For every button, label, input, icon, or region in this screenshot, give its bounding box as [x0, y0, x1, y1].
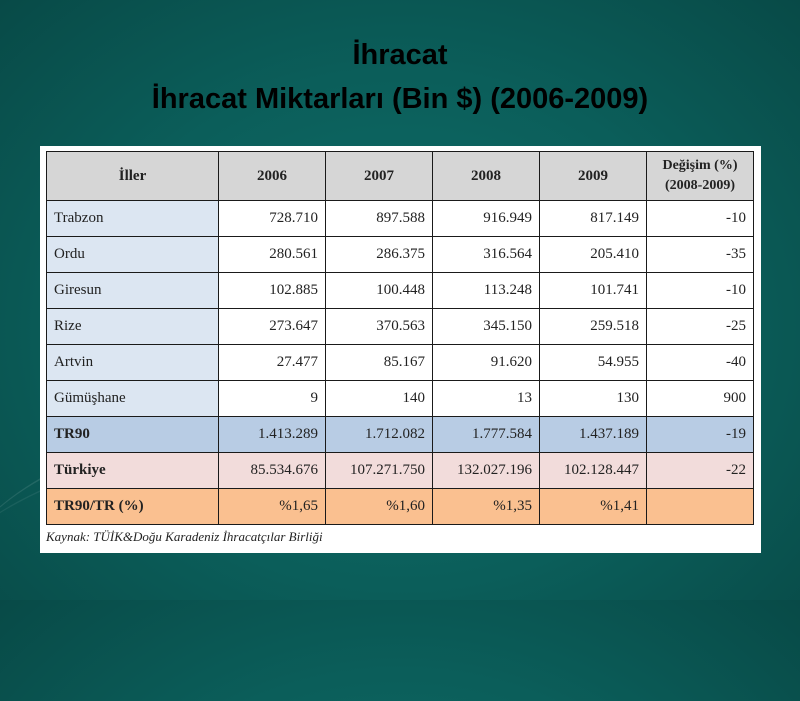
value-2009: 54.955	[539, 344, 647, 381]
region-name: TR90	[46, 416, 219, 453]
value-2009: %1,41	[539, 488, 647, 525]
header-2007: 2007	[325, 151, 433, 201]
value-2008: 316.564	[432, 236, 540, 273]
value-change: 900	[646, 380, 754, 417]
value-change: -10	[646, 272, 754, 309]
value-2006: 85.534.676	[218, 452, 326, 489]
value-change: -22	[646, 452, 754, 489]
province-name: Ordu	[46, 236, 219, 273]
value-2007: 1.712.082	[325, 416, 433, 453]
value-change: -40	[646, 344, 754, 381]
header-change: Değişim (%) (2008-2009)	[646, 151, 754, 201]
province-name: Artvin	[46, 344, 219, 381]
value-change: -19	[646, 416, 754, 453]
value-2006: 728.710	[218, 200, 326, 237]
value-2009: 817.149	[539, 200, 647, 237]
value-2006: 1.413.289	[218, 416, 326, 453]
table-row: Ordu 280.561 286.375 316.564 205.410 -35	[46, 236, 754, 273]
value-2008: 1.777.584	[432, 416, 540, 453]
table-row: Trabzon 728.710 897.588 916.949 817.149 …	[46, 200, 754, 237]
source-note: Kaynak: TÜİK&Doğu Karadeniz İhracatçılar…	[46, 529, 323, 544]
ratio-label: TR90/TR (%)	[46, 488, 219, 525]
header-2006: 2006	[218, 151, 326, 201]
value-2006: 27.477	[218, 344, 326, 381]
value-2008: 132.027.196	[432, 452, 540, 489]
header-change-line2: (2008-2009)	[665, 178, 735, 193]
value-2006: 9	[218, 380, 326, 417]
value-change: -35	[646, 236, 754, 273]
value-2009: 1.437.189	[539, 416, 647, 453]
province-name: Giresun	[46, 272, 219, 309]
slide-title: İhracat	[352, 39, 448, 71]
value-change	[646, 488, 754, 525]
value-2007: 85.167	[325, 344, 433, 381]
value-change: -10	[646, 200, 754, 237]
table-row-ratio: TR90/TR (%) %1,65 %1,60 %1,35 %1,41	[46, 488, 754, 525]
table-row: Artvin 27.477 85.167 91.620 54.955 -40	[46, 344, 754, 381]
value-2007: 286.375	[325, 236, 433, 273]
value-2009: 205.410	[539, 236, 647, 273]
value-2008: 345.150	[432, 308, 540, 345]
value-2007: %1,60	[325, 488, 433, 525]
header-2009: 2009	[539, 151, 647, 201]
header-change-line1: Değişim (%)	[662, 158, 738, 173]
value-2007: 370.563	[325, 308, 433, 345]
value-2008: 13	[432, 380, 540, 417]
table-row: Rize 273.647 370.563 345.150 259.518 -25	[46, 308, 754, 345]
value-2006: %1,65	[218, 488, 326, 525]
header-province: İller	[46, 151, 219, 201]
header-2008: 2008	[432, 151, 540, 201]
value-2009: 259.518	[539, 308, 647, 345]
value-2006: 102.885	[218, 272, 326, 309]
table-row: Gümüşhane 9 140 13 130 900	[46, 380, 754, 417]
value-2007: 897.588	[325, 200, 433, 237]
value-2006: 273.647	[218, 308, 326, 345]
value-2008: 916.949	[432, 200, 540, 237]
table-header-row: İller 2006 2007 2008 2009 Değişim (%) (2…	[46, 151, 754, 201]
export-table: İller 2006 2007 2008 2009 Değişim (%) (2…	[46, 151, 754, 525]
country-name: Türkiye	[46, 452, 219, 489]
value-2008: %1,35	[432, 488, 540, 525]
value-2008: 113.248	[432, 272, 540, 309]
value-2008: 91.620	[432, 344, 540, 381]
table-row: Giresun 102.885 100.448 113.248 101.741 …	[46, 272, 754, 309]
table-row-turkiye: Türkiye 85.534.676 107.271.750 132.027.1…	[46, 452, 754, 489]
value-change: -25	[646, 308, 754, 345]
province-name: Gümüşhane	[46, 380, 219, 417]
value-2007: 140	[325, 380, 433, 417]
value-2006: 280.561	[218, 236, 326, 273]
slide-subtitle: İhracat Miktarları (Bin $) (2006-2009)	[151, 83, 649, 115]
table-panel: İller 2006 2007 2008 2009 Değişim (%) (2…	[40, 146, 761, 553]
province-name: Trabzon	[46, 200, 219, 237]
value-2009: 130	[539, 380, 647, 417]
province-name: Rize	[46, 308, 219, 345]
value-2009: 102.128.447	[539, 452, 647, 489]
value-2007: 100.448	[325, 272, 433, 309]
table-row-tr90: TR90 1.413.289 1.712.082 1.777.584 1.437…	[46, 416, 754, 453]
value-2007: 107.271.750	[325, 452, 433, 489]
value-2009: 101.741	[539, 272, 647, 309]
